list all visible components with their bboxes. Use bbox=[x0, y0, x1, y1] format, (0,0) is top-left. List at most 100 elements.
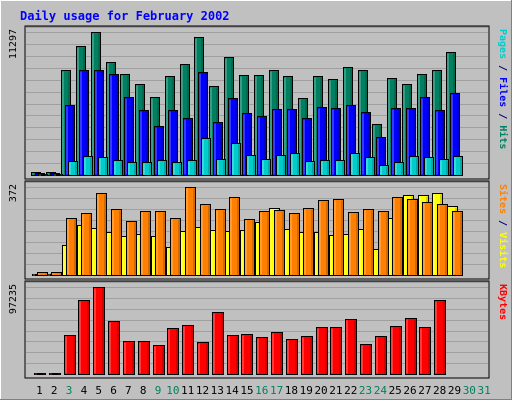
bar-pages-day-10 bbox=[172, 162, 182, 176]
bar-sites-day-22 bbox=[348, 212, 359, 276]
bar-sites-day-29 bbox=[452, 211, 463, 276]
x-tick-label-day-17: 17 bbox=[270, 384, 283, 397]
hits-series-legend: Pages / Files / Hits bbox=[497, 29, 509, 149]
legend-entry: Hits bbox=[497, 125, 509, 149]
bar-pages-day-28 bbox=[439, 159, 449, 176]
bar-kbytes-day-6 bbox=[108, 321, 120, 375]
bar-pages-day-13 bbox=[216, 159, 226, 176]
bar-pages-day-15 bbox=[246, 155, 256, 176]
hits-series-pages bbox=[38, 138, 463, 176]
x-tick-label-day-29: 29 bbox=[448, 384, 461, 397]
bar-kbytes-day-14 bbox=[227, 335, 239, 375]
bar-pages-day-19 bbox=[305, 161, 315, 176]
bar-kbytes-day-2 bbox=[49, 373, 61, 375]
chart-title: Daily usage for February 2002 bbox=[20, 9, 230, 23]
bar-pages-day-2 bbox=[53, 174, 63, 176]
bar-pages-day-6 bbox=[113, 160, 123, 176]
bar-sites-day-27 bbox=[422, 202, 433, 276]
x-tick-label-day-14: 14 bbox=[226, 384, 240, 397]
bar-sites-day-8 bbox=[140, 211, 151, 276]
bar-sites-day-10 bbox=[170, 218, 181, 276]
visits-series-legend: Sites / Visits bbox=[497, 184, 509, 268]
bar-kbytes-day-15 bbox=[241, 334, 253, 375]
x-tick-label-day-3: 3 bbox=[66, 384, 73, 397]
bar-kbytes-day-3 bbox=[64, 335, 76, 375]
legend-entry: Files bbox=[497, 77, 509, 107]
bar-pages-day-5 bbox=[98, 157, 108, 176]
visits-y-max-label: 372 bbox=[8, 184, 19, 202]
bar-sites-day-25 bbox=[392, 197, 403, 276]
x-tick-label-day-9: 9 bbox=[155, 384, 162, 397]
bar-kbytes-day-1 bbox=[34, 373, 46, 375]
bar-kbytes-day-10 bbox=[167, 328, 179, 375]
x-tick-label-day-15: 15 bbox=[240, 384, 253, 397]
bar-kbytes-day-23 bbox=[360, 344, 372, 375]
bar-pages-day-3 bbox=[68, 161, 78, 176]
x-tick-label-day-21: 21 bbox=[329, 384, 342, 397]
bar-kbytes-day-24 bbox=[375, 336, 387, 375]
bar-kbytes-day-19 bbox=[301, 336, 313, 375]
bar-pages-day-22 bbox=[350, 153, 360, 176]
bar-kbytes-day-7 bbox=[123, 341, 135, 375]
bar-pages-day-14 bbox=[231, 143, 241, 176]
hits-panel: 11297 Pages / Files / Hits bbox=[8, 25, 509, 180]
bar-sites-day-11 bbox=[185, 187, 196, 276]
legend-entry: / bbox=[497, 107, 508, 125]
bar-kbytes-day-18 bbox=[286, 339, 298, 375]
x-tick-label-day-1: 1 bbox=[36, 384, 43, 397]
legend-entry: Sites bbox=[497, 184, 509, 214]
x-tick-label-day-31: 31 bbox=[478, 384, 491, 397]
bar-sites-day-7 bbox=[126, 221, 137, 276]
x-tick-label-day-5: 5 bbox=[95, 384, 102, 397]
x-tick-label-day-16: 16 bbox=[255, 384, 268, 397]
bar-pages-day-7 bbox=[127, 162, 137, 176]
x-tick-label-day-23: 23 bbox=[359, 384, 372, 397]
bar-pages-day-9 bbox=[157, 160, 167, 176]
bar-sites-day-24 bbox=[378, 211, 389, 276]
visits-series-sites bbox=[37, 187, 463, 276]
bar-sites-day-4 bbox=[81, 213, 92, 276]
bar-kbytes-day-5 bbox=[93, 287, 105, 375]
bar-pages-day-16 bbox=[261, 159, 271, 176]
bar-kbytes-day-11 bbox=[182, 325, 194, 375]
x-tick-label-day-18: 18 bbox=[285, 384, 298, 397]
x-tick-label-day-24: 24 bbox=[374, 384, 388, 397]
kbytes-panel: 97235 KBytes bbox=[8, 280, 508, 379]
x-axis-day-labels: 1 2 3 4 5 6 7 8 9 10 11 12 13 14 15 16 17 18 19 20 21 22 23 24 2… bbox=[36, 384, 491, 397]
x-tick-label-day-6: 6 bbox=[110, 384, 117, 397]
x-tick-label-day-11: 11 bbox=[181, 384, 194, 397]
x-tick-label-day-30: 30 bbox=[463, 384, 476, 397]
x-tick-label-day-2: 2 bbox=[51, 384, 58, 397]
x-tick-label-day-13: 13 bbox=[211, 384, 224, 397]
bar-pages-day-20 bbox=[320, 160, 330, 176]
bar-pages-day-21 bbox=[335, 160, 345, 176]
bar-kbytes-day-25 bbox=[390, 326, 402, 375]
bar-pages-day-1 bbox=[38, 174, 48, 176]
bar-sites-day-15 bbox=[244, 219, 255, 276]
bar-kbytes-day-13 bbox=[212, 312, 224, 375]
bar-kbytes-day-16 bbox=[256, 337, 268, 375]
bar-pages-day-4 bbox=[83, 156, 93, 176]
x-tick-label-day-19: 19 bbox=[300, 384, 313, 397]
x-tick-label-day-27: 27 bbox=[418, 384, 431, 397]
legend-entry: KBytes bbox=[497, 284, 508, 320]
hits-y-max-label: 11297 bbox=[8, 29, 19, 59]
legend-entry: Visits bbox=[497, 232, 509, 268]
bar-pages-day-8 bbox=[142, 162, 152, 176]
bar-pages-day-11 bbox=[187, 160, 197, 176]
kbytes-y-max-label: 97235 bbox=[8, 284, 19, 314]
bar-sites-day-9 bbox=[155, 211, 166, 276]
bar-sites-day-17 bbox=[274, 210, 285, 276]
bar-pages-day-24 bbox=[379, 165, 389, 176]
x-tick-label-day-10: 10 bbox=[166, 384, 179, 397]
bar-sites-day-16 bbox=[259, 211, 270, 276]
bar-sites-day-5 bbox=[96, 193, 107, 276]
bar-kbytes-day-21 bbox=[330, 327, 342, 375]
bar-sites-day-18 bbox=[289, 213, 300, 276]
bar-kbytes-day-8 bbox=[138, 341, 150, 375]
x-tick-label-day-26: 26 bbox=[403, 384, 416, 397]
bar-pages-day-26 bbox=[409, 156, 419, 176]
bar-sites-day-12 bbox=[200, 204, 211, 276]
bar-kbytes-day-22 bbox=[345, 319, 357, 375]
